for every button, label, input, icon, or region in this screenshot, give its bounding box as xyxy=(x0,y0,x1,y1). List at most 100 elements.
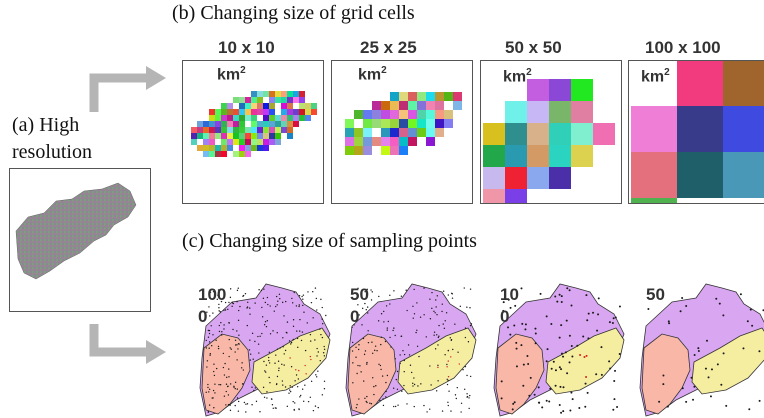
sampling-point xyxy=(380,336,383,338)
sampling-point xyxy=(583,356,586,359)
sample-size-label-4: 50 xyxy=(646,284,686,306)
grid-cell-10km xyxy=(245,115,251,121)
sampling-point xyxy=(386,374,389,377)
grid-cell-10km xyxy=(221,145,227,151)
sampling-point xyxy=(426,411,428,413)
sampling-point xyxy=(469,307,471,309)
sampling-point xyxy=(276,348,279,350)
grid-cell-10km xyxy=(227,145,233,151)
sampling-point xyxy=(276,332,278,334)
sampling-point xyxy=(288,340,291,342)
grid-cell-10km xyxy=(281,127,287,133)
grid-cell-25km xyxy=(426,101,435,110)
sampling-point xyxy=(237,410,240,412)
sampling-point xyxy=(466,396,468,398)
sampling-point xyxy=(560,300,563,303)
panel-a-label: (a) High resolution xyxy=(12,112,92,166)
sampling-point xyxy=(319,328,321,330)
sampling-point xyxy=(749,308,752,311)
sampling-point xyxy=(679,310,682,313)
grid-cell-10km xyxy=(239,109,245,115)
sampling-point xyxy=(552,360,555,363)
sampling-point xyxy=(259,411,261,413)
grid-cell-10km xyxy=(197,121,203,127)
sampling-point xyxy=(558,293,561,296)
grid-cell-25km xyxy=(372,137,381,146)
sampling-point xyxy=(236,330,238,332)
sampling-point xyxy=(309,396,312,398)
arrow-to-samples-icon xyxy=(89,324,166,364)
sampling-point xyxy=(616,406,619,409)
sampling-point xyxy=(251,404,253,406)
sampling-point xyxy=(662,383,665,386)
grid-cell-10km xyxy=(269,103,275,109)
sampling-point xyxy=(282,337,284,339)
sampling-point xyxy=(443,327,446,330)
grid-cell-10km xyxy=(239,127,245,133)
sampling-point xyxy=(210,345,213,347)
sampling-point xyxy=(357,348,360,351)
sampling-point xyxy=(245,411,247,413)
sampling-point xyxy=(284,386,287,388)
grid-cell-25km xyxy=(453,92,462,101)
sampling-point xyxy=(351,326,353,329)
sampling-point xyxy=(247,301,249,303)
grid-cell-10km xyxy=(221,103,227,109)
sampling-point xyxy=(271,404,274,406)
sampling-point xyxy=(262,386,265,389)
sampling-point xyxy=(274,407,277,409)
sampling-point xyxy=(357,304,359,306)
sampling-point xyxy=(236,289,239,292)
sampling-point xyxy=(269,382,271,384)
sampling-point xyxy=(587,337,590,340)
sampling-point xyxy=(272,330,274,332)
grid-cell-25km xyxy=(363,128,372,137)
grid-cell-100km xyxy=(631,152,677,198)
sampling-point xyxy=(278,369,280,372)
sampling-point xyxy=(312,409,315,412)
sampling-point xyxy=(444,354,446,356)
grid-cell-25km xyxy=(381,146,390,155)
sampling-point xyxy=(571,398,574,401)
grid-cell-10km xyxy=(215,133,221,139)
grid-cell-10km xyxy=(263,115,269,121)
grid-cell-50km xyxy=(593,123,615,145)
grid-cell-25km xyxy=(408,101,417,110)
sampling-point xyxy=(212,290,215,293)
sampling-point xyxy=(364,291,366,293)
sampling-point xyxy=(258,352,260,354)
sampling-point xyxy=(255,400,258,403)
sampling-point xyxy=(268,359,270,362)
sampling-point xyxy=(442,290,445,292)
grid-cell-25km xyxy=(399,137,408,146)
sampling-point xyxy=(412,317,414,319)
sampling-point xyxy=(286,405,289,408)
sampling-point xyxy=(460,402,463,404)
grid-cell-10km xyxy=(239,97,245,103)
grid-cell-10km xyxy=(251,145,257,151)
grid-cell-25km xyxy=(417,101,426,110)
sampling-point xyxy=(718,302,721,305)
sampling-point xyxy=(288,392,290,394)
grid-cell-10km xyxy=(263,127,269,133)
sampling-point xyxy=(309,355,312,358)
grid-cell-10km xyxy=(257,133,263,139)
sampling-point xyxy=(246,324,248,327)
grid-cell-25km xyxy=(390,110,399,119)
sampling-point xyxy=(307,400,310,403)
grid-cell-50km xyxy=(483,145,505,167)
sampling-point xyxy=(423,314,425,316)
sampling-point xyxy=(566,287,569,290)
sampling-point xyxy=(294,402,296,404)
sampling-point xyxy=(237,287,240,289)
sampling-point xyxy=(207,386,209,389)
sampling-point xyxy=(264,321,267,323)
grid-cell-10km xyxy=(263,133,269,139)
sampling-point xyxy=(681,387,684,390)
sampling-point xyxy=(441,310,443,313)
sampling-point xyxy=(560,368,563,371)
grid-cell-50km xyxy=(571,123,593,145)
sampling-point xyxy=(258,289,260,291)
sampling-point xyxy=(548,400,551,403)
panel-b-title: (b) Changing size of grid cells xyxy=(172,2,415,24)
